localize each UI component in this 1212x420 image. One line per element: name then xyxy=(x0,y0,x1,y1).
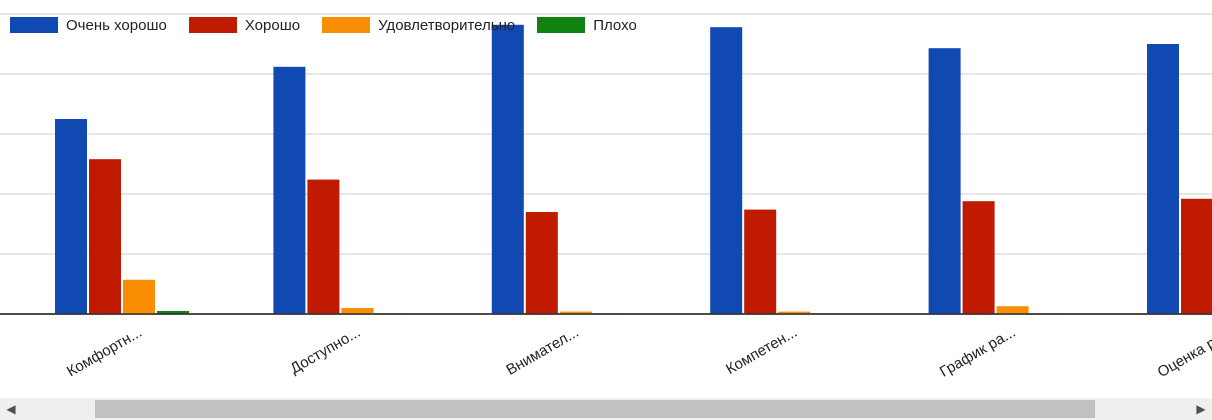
bar[interactable] xyxy=(962,201,995,314)
legend-label: Удовлетворительно xyxy=(378,16,516,34)
horizontal-scrollbar[interactable]: ◀ ▶ xyxy=(0,398,1212,420)
bar[interactable] xyxy=(307,179,340,314)
legend-swatch xyxy=(537,17,586,33)
legend-swatch xyxy=(10,17,58,33)
x-tick-label: Внимател... xyxy=(503,324,581,379)
bar[interactable] xyxy=(778,311,811,314)
legend-swatch xyxy=(322,17,371,33)
legend-label: Очень хорошо xyxy=(66,16,167,34)
x-tick-label: Компетен... xyxy=(723,324,800,378)
legend-item[interactable]: Очень хорошо xyxy=(10,17,167,34)
chart: Комфортн... Доступно... Внимател... Компете… xyxy=(0,13,1212,381)
legend-item[interactable]: Удовлетворительно xyxy=(322,17,515,34)
legend-label: Плохо xyxy=(593,16,637,34)
bar[interactable] xyxy=(744,209,777,314)
bar[interactable] xyxy=(525,212,558,314)
scroll-thumb[interactable] xyxy=(95,400,1095,418)
legend-item[interactable]: Плохо xyxy=(537,17,637,34)
bar[interactable] xyxy=(491,24,524,315)
bar[interactable] xyxy=(1147,44,1179,314)
chart-legend: Очень хорошо Хорошо Удовлетворительно Плохо xyxy=(10,14,659,36)
bar[interactable] xyxy=(928,48,961,314)
chart-plot: Комфортн... Доступно... Внимател... Компете… xyxy=(0,13,1212,381)
scroll-right-icon[interactable]: ▶ xyxy=(1196,402,1206,416)
bar[interactable] xyxy=(996,306,1029,314)
x-tick-label: Доступно... xyxy=(287,324,363,378)
x-tick-label: График ра... xyxy=(937,324,1019,381)
legend-swatch xyxy=(188,17,237,33)
bar[interactable] xyxy=(89,159,121,314)
bar[interactable] xyxy=(710,27,743,314)
legend-item[interactable]: Хорошо xyxy=(188,16,301,34)
bar[interactable] xyxy=(1181,198,1212,314)
x-tick-label: Комфортн... xyxy=(64,324,145,381)
bar[interactable] xyxy=(559,311,592,314)
x-tick-label: Оценка ре... xyxy=(1155,324,1212,381)
bar[interactable] xyxy=(157,311,189,314)
bar[interactable] xyxy=(341,308,374,314)
scroll-left-icon[interactable]: ◀ xyxy=(6,402,16,416)
bar[interactable] xyxy=(273,66,306,314)
bar[interactable] xyxy=(123,279,155,314)
legend-label: Хорошо xyxy=(244,16,301,34)
bar[interactable] xyxy=(55,119,87,314)
